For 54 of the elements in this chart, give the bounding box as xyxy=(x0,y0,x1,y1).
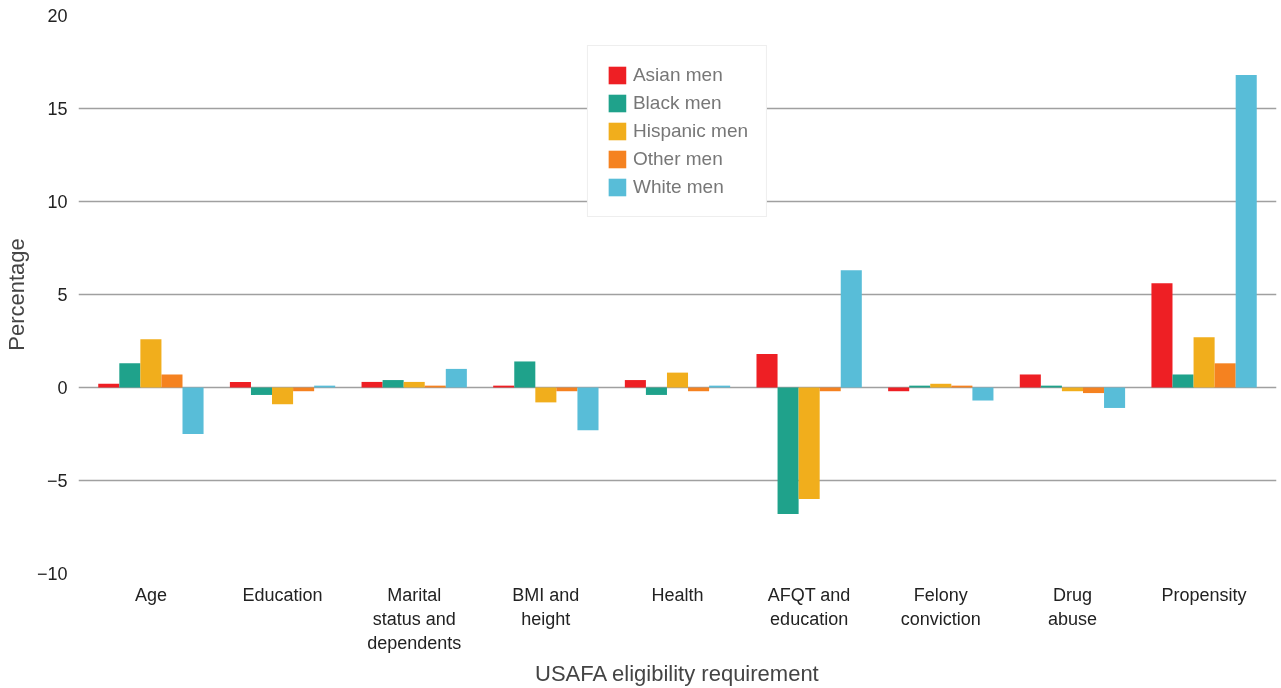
bar xyxy=(1104,387,1126,408)
bar xyxy=(930,383,952,388)
legend-label: Other men xyxy=(632,148,723,170)
bar xyxy=(666,372,689,388)
x-axis-title: USAFA eligibility requirement xyxy=(535,660,819,686)
y-axis-title: Percentage xyxy=(3,238,29,351)
bar xyxy=(182,387,204,434)
x-tick-label: Felony conviction xyxy=(900,584,981,629)
bar xyxy=(1235,75,1257,388)
bar xyxy=(1019,374,1041,388)
bar xyxy=(98,383,120,388)
bar xyxy=(645,387,667,395)
y-tick-label: 10 xyxy=(47,192,68,212)
bar xyxy=(403,381,425,388)
legend-label: Hispanic men xyxy=(632,120,749,142)
bar xyxy=(756,354,778,388)
x-tick-label: AFQT and education xyxy=(767,584,851,629)
bar xyxy=(1172,374,1194,388)
x-tick-label: Education xyxy=(242,584,323,605)
bar xyxy=(514,361,536,388)
bar xyxy=(361,381,383,388)
y-tick-label: −10 xyxy=(36,564,68,584)
bar xyxy=(535,387,557,403)
x-tick-label: Age xyxy=(134,584,167,605)
bar xyxy=(840,270,862,388)
bar xyxy=(1193,337,1215,388)
legend-label: Black men xyxy=(632,92,722,114)
bar xyxy=(250,387,273,395)
bar xyxy=(1214,363,1236,388)
y-tick-label: −5 xyxy=(46,471,68,491)
x-tick-label: Drug abuse xyxy=(1047,584,1097,629)
bar xyxy=(577,387,599,431)
x-tick-label: Health xyxy=(651,584,704,605)
bar xyxy=(161,374,183,388)
bar xyxy=(624,380,646,388)
bar xyxy=(382,380,404,388)
bar xyxy=(445,368,467,388)
legend-label: White men xyxy=(632,176,724,198)
x-tick-label: BMI and height xyxy=(512,584,580,629)
bar xyxy=(119,363,141,388)
y-tick-label: 5 xyxy=(57,285,68,305)
bar xyxy=(777,387,799,514)
x-tick-label: Propensity xyxy=(1161,584,1247,605)
bar xyxy=(229,381,251,388)
y-tick-label: 0 xyxy=(57,378,68,398)
y-tick-label: 15 xyxy=(47,99,68,119)
bar xyxy=(272,387,294,405)
y-tick-label: 20 xyxy=(47,6,68,26)
bar xyxy=(1151,283,1173,388)
bar xyxy=(798,387,820,500)
legend-label: Asian men xyxy=(632,64,723,86)
bar xyxy=(140,339,162,388)
bar xyxy=(972,387,994,401)
x-tick-label: Marital status and dependents xyxy=(367,584,462,653)
